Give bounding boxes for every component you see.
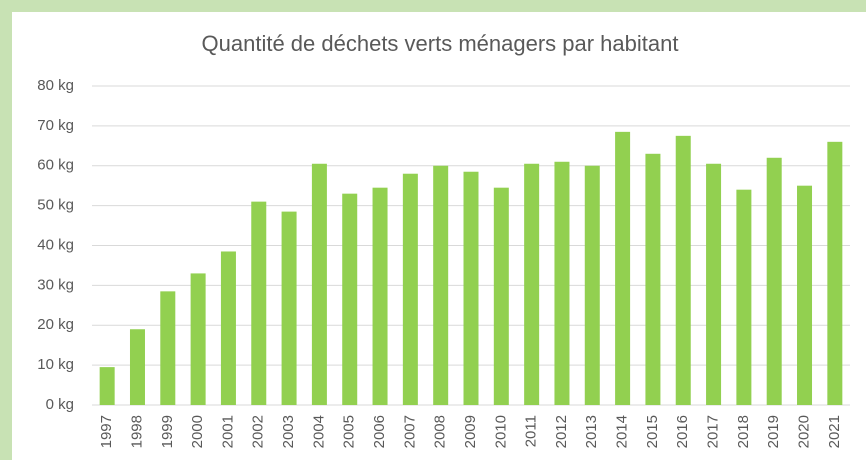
bar bbox=[342, 193, 358, 405]
x-tick-label: 2018 bbox=[735, 415, 752, 448]
bar bbox=[129, 329, 145, 405]
x-tick-label: 2010 bbox=[492, 415, 509, 448]
bar bbox=[402, 173, 418, 405]
x-tick-label: 2016 bbox=[674, 415, 691, 448]
bar bbox=[554, 161, 570, 405]
x-tick-label: 2021 bbox=[826, 415, 843, 448]
x-tick-label: 2011 bbox=[523, 415, 540, 447]
bar bbox=[251, 201, 267, 405]
x-tick-label: 2013 bbox=[583, 415, 600, 448]
bar bbox=[827, 141, 843, 405]
bar bbox=[463, 171, 479, 405]
y-tick-label: 50 kg bbox=[37, 197, 74, 214]
y-tick-label: 60 kg bbox=[37, 157, 74, 174]
bar bbox=[615, 131, 631, 405]
bar bbox=[493, 187, 509, 405]
x-tick-label: 1998 bbox=[128, 415, 145, 448]
x-tick-label: 2003 bbox=[280, 415, 297, 448]
x-tick-label: 2012 bbox=[553, 415, 570, 448]
bar bbox=[736, 189, 752, 405]
bar bbox=[190, 273, 206, 405]
y-tick-label: 0 kg bbox=[46, 396, 74, 413]
x-tick-label: 2006 bbox=[371, 415, 388, 448]
y-tick-label: 30 kg bbox=[37, 276, 74, 293]
bar bbox=[220, 251, 236, 405]
bar bbox=[311, 163, 327, 405]
x-tick-label: 1997 bbox=[98, 415, 115, 448]
x-tick-label: 2001 bbox=[219, 415, 236, 448]
x-tick-label: 2000 bbox=[189, 415, 206, 448]
x-tick-label: 2020 bbox=[795, 415, 812, 448]
chart-title: Quantité de déchets verts ménagers par h… bbox=[202, 31, 679, 56]
y-tick-label: 10 kg bbox=[37, 356, 74, 373]
bar bbox=[645, 153, 661, 405]
bar bbox=[281, 211, 297, 405]
x-tick-label: 2007 bbox=[401, 415, 418, 448]
bar bbox=[372, 187, 388, 405]
x-tick-label: 2017 bbox=[705, 415, 722, 448]
bar bbox=[584, 165, 600, 405]
x-tick-label: 2004 bbox=[310, 415, 327, 448]
y-tick-label: 20 kg bbox=[37, 316, 74, 333]
y-tick-label: 40 kg bbox=[37, 236, 74, 253]
bar bbox=[433, 165, 449, 405]
bar bbox=[675, 135, 691, 405]
x-tick-label: 2015 bbox=[644, 415, 661, 448]
bar bbox=[524, 163, 540, 405]
x-tick-label: 2008 bbox=[432, 415, 449, 448]
x-tick-label: 2002 bbox=[250, 415, 267, 448]
y-tick-label: 70 kg bbox=[37, 117, 74, 134]
x-tick-label: 1999 bbox=[159, 415, 176, 448]
y-tick-label: 80 kg bbox=[37, 77, 74, 94]
x-tick-label: 2014 bbox=[614, 415, 631, 448]
bar bbox=[706, 163, 722, 405]
bar bbox=[99, 367, 115, 405]
x-tick-label: 2019 bbox=[765, 415, 782, 448]
x-tick-label: 2005 bbox=[341, 415, 358, 448]
bar bbox=[766, 157, 782, 405]
bar bbox=[797, 185, 813, 405]
x-tick-label: 2009 bbox=[462, 415, 479, 448]
bar bbox=[160, 291, 176, 405]
